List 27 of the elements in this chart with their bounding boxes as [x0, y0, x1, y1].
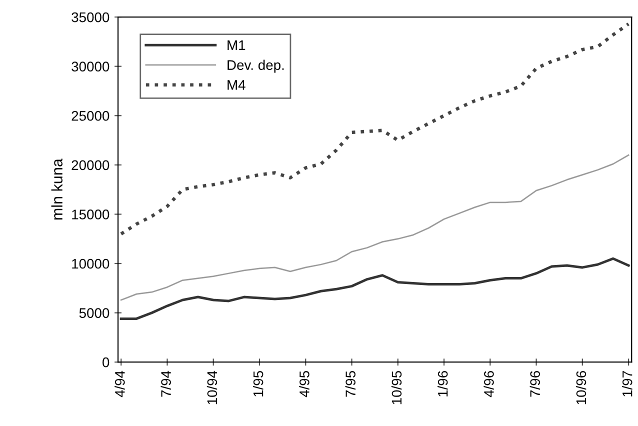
y-tick-label: 15000 [72, 210, 110, 220]
x-tick-label: 4/96 [484, 371, 494, 398]
x-tick-label: 4/95 [299, 371, 310, 398]
legend-label: M1 [228, 40, 246, 50]
y-tick-label: 25000 [72, 110, 110, 121]
y-tick-label: 10000 [72, 258, 110, 269]
line-series [119, 22, 630, 236]
y-tick-label: 0 [102, 357, 110, 368]
legend-label: M4 [228, 80, 246, 90]
y-tick-label: 30000 [72, 62, 110, 72]
x-tick-label: 10/96 [576, 371, 586, 404]
y-axis-title: mln kuna [51, 158, 63, 220]
x-tick-label: 7/95 [345, 371, 356, 397]
y-tick-label: 5000 [79, 308, 110, 318]
x-tick-label: 1/97 [622, 371, 632, 396]
y-tick-label: 35000 [72, 12, 110, 22]
y-tick-label: 20000 [72, 160, 110, 170]
x-tick-label: 7/96 [530, 371, 540, 397]
x-tick-label: 10/95 [391, 371, 402, 404]
x-tick-label: 1/95 [253, 371, 264, 396]
legend-label: Dev. dep. [228, 60, 284, 73]
line-series [120, 154, 630, 301]
x-tick-label: 4/94 [114, 370, 125, 398]
x-tick-label: 1/96 [438, 371, 448, 396]
x-tick-label: 7/94 [160, 370, 171, 397]
x-tick-label: 10/94 [206, 370, 218, 404]
line-series [120, 257, 630, 320]
